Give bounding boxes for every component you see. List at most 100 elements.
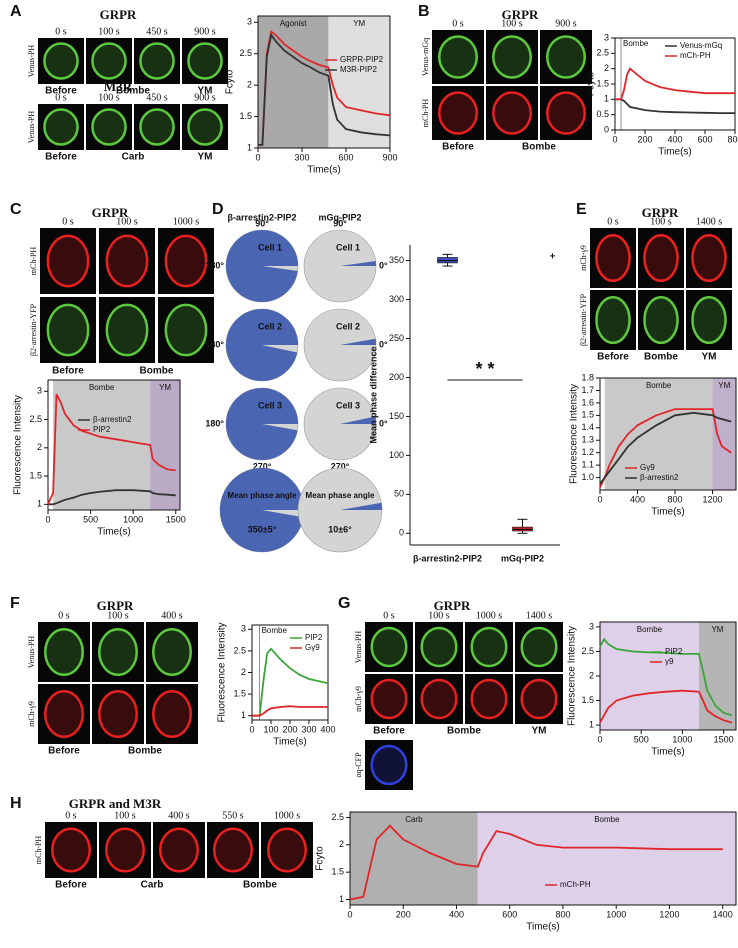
- y-tick-label: 1.5: [239, 111, 252, 121]
- y-tick-label: 2: [589, 670, 594, 680]
- y-tick-label: 1.5: [581, 410, 594, 420]
- y-tick-label: 1.5: [581, 695, 594, 705]
- group-title: GRPR: [434, 598, 471, 613]
- region-label: Bombe: [89, 383, 115, 392]
- y-axis-label: Fcyto: [225, 69, 236, 94]
- y-tick-label: 1.5: [331, 867, 344, 877]
- cell: [438, 91, 478, 135]
- condition-label: YM: [198, 86, 213, 97]
- x-axis-label: Time(s): [658, 147, 692, 158]
- row-label: mCh-γ9: [27, 701, 36, 727]
- region-label: YM: [353, 19, 365, 28]
- x-axis-label: Time(s): [307, 165, 341, 176]
- time-label: 100 s: [650, 216, 672, 227]
- shaded-region: [698, 622, 736, 730]
- x-tick-label: 1200: [703, 494, 723, 504]
- cell: [520, 678, 558, 720]
- micrograph: [99, 297, 155, 363]
- x-tick-label: 0: [597, 734, 602, 744]
- micrograph: [540, 86, 592, 140]
- y-tick-label: 1: [241, 710, 246, 720]
- column-title: β-arrestin2-PIP2: [227, 212, 296, 222]
- y-tick-label: 1: [339, 894, 344, 904]
- row-label: mCh-γ9: [354, 686, 363, 712]
- group-title: GRPR and M3R: [69, 796, 162, 811]
- x-tick-label: 500: [83, 514, 98, 524]
- condition-label: Before: [45, 86, 77, 97]
- y-tick-label: 1.6: [581, 397, 594, 407]
- time-label: 400 s: [161, 610, 183, 621]
- y-tick-label: 2: [37, 442, 42, 452]
- y-tick-label: 2: [604, 63, 609, 73]
- time-label: 900 s: [194, 26, 216, 37]
- row-label: Venus-PH: [354, 631, 363, 664]
- y-tick-label: 2.5: [29, 414, 42, 424]
- condition-label: Bombe: [140, 366, 174, 377]
- x-tick-label: 400: [320, 724, 335, 734]
- data-line: [252, 705, 328, 717]
- x-tick-label: 0: [255, 152, 260, 162]
- time-label: 0 s: [452, 18, 464, 29]
- outlier: [550, 253, 555, 259]
- legend-label: PIP2: [665, 647, 683, 656]
- x-axis-label: Time(s): [651, 747, 685, 758]
- time-label: 100 s: [428, 610, 450, 621]
- micrograph: [146, 622, 198, 682]
- time-label: 100 s: [98, 26, 120, 37]
- cell: [105, 234, 149, 288]
- annotation: Bombe: [262, 626, 288, 635]
- time-label: 1000 s: [274, 810, 301, 821]
- cell: [152, 689, 192, 739]
- data-line: [599, 637, 733, 717]
- y-tick-label: 1.3: [581, 435, 594, 445]
- x-tick-label: 200: [637, 134, 652, 144]
- cell: [643, 295, 679, 345]
- shaded-region: [604, 378, 713, 490]
- cell: [187, 42, 223, 80]
- panel-letter: D: [212, 201, 224, 218]
- x-tick-label: 200: [396, 909, 411, 919]
- x-tick-label: 1000: [123, 514, 143, 524]
- y-tick-label: 1.1: [581, 459, 594, 469]
- time-label: 1400 s: [526, 610, 553, 621]
- x-tick-label: 400: [667, 134, 682, 144]
- micrograph: [465, 622, 513, 672]
- shaded-region: [150, 380, 180, 510]
- cell: [187, 108, 223, 146]
- plot-frame: [257, 15, 391, 149]
- y-tick-label: 150: [389, 411, 404, 421]
- y-tick-label: 1.8: [581, 372, 594, 382]
- group-title: GRPR: [92, 205, 129, 220]
- y-tick-label: 1.5: [233, 688, 246, 698]
- group-title: GRPR: [97, 598, 134, 613]
- row-label: β2-arrestin-YFP: [29, 303, 38, 356]
- x-tick-label: 400: [449, 909, 464, 919]
- time-label: 400 s: [168, 810, 190, 821]
- y-tick-label: 250: [389, 333, 404, 343]
- y-tick-label: 2: [247, 80, 252, 90]
- cell: [420, 626, 458, 668]
- region-label: YM: [711, 625, 723, 634]
- condition-label: YM: [532, 726, 547, 737]
- group-title: GRPR: [100, 7, 137, 22]
- angle-label: 90°: [255, 218, 269, 228]
- x-tick-label: 500: [634, 734, 649, 744]
- cell: [213, 827, 253, 873]
- cell: [691, 295, 727, 345]
- row-label: Venus-PH: [27, 111, 36, 144]
- x-tick-label: 0: [612, 134, 617, 144]
- angle-label: 90°: [333, 218, 347, 228]
- condition-label: Bombe: [644, 352, 678, 363]
- cell: [43, 108, 79, 146]
- shaded-region: [600, 622, 699, 730]
- x-tick-label: 1000: [672, 734, 692, 744]
- x-tick-label: 1500: [166, 514, 186, 524]
- row-label: Venus-mGq: [421, 38, 430, 76]
- row-label: β2-arrestin-YFP: [579, 293, 588, 346]
- micrograph: [486, 30, 538, 84]
- micrograph: [92, 684, 144, 744]
- phase-wedge: [340, 260, 376, 266]
- cell: [98, 627, 138, 677]
- condition-label: Bombe: [243, 880, 277, 891]
- y-tick-label: 3: [247, 17, 252, 27]
